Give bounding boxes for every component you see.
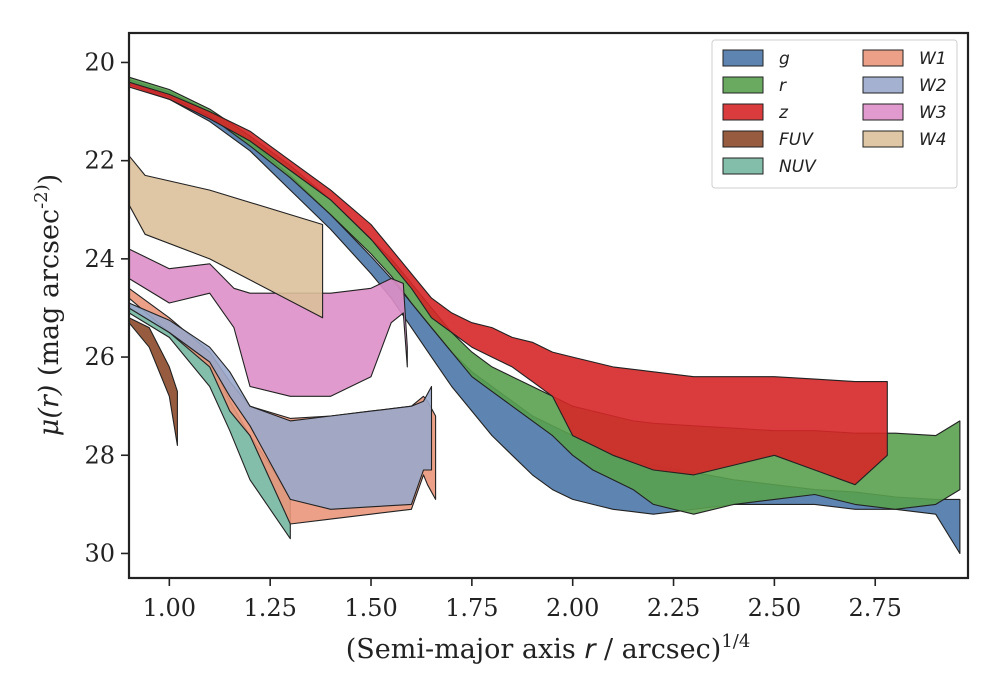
legend-label-w4: W4	[919, 130, 947, 150]
legend-swatch-nuv	[722, 157, 764, 175]
series-area-w3	[128, 248, 408, 397]
x-tick-label: 1.25	[243, 594, 296, 622]
legend-label-w2: W2	[919, 76, 947, 96]
y-tick-label: 24	[84, 245, 115, 273]
series-area-fuv	[128, 317, 178, 446]
series-layer	[128, 76, 961, 555]
x-tick-label: 2.75	[849, 594, 902, 622]
y-tick-label: 22	[84, 147, 115, 175]
legend-label-fuv: FUV	[779, 130, 814, 150]
legend-label-r: r	[779, 76, 787, 96]
y-tick-label: 26	[84, 343, 115, 371]
legend-swatch-fuv	[722, 130, 764, 148]
x-tick-label: 2.25	[647, 594, 700, 622]
legend-label-nuv: NUV	[779, 157, 817, 177]
legend-label-w3: W3	[919, 103, 947, 123]
legend-swatch-w2	[862, 76, 904, 94]
series-area-w2	[128, 302, 433, 510]
y-tick-label: 28	[84, 441, 115, 469]
legend-swatch-z	[722, 103, 764, 121]
legend: grz FUV NUV W1 W2 W3 W4	[711, 39, 958, 189]
legend-label-w1: W1	[919, 49, 947, 69]
legend-swatch-w1	[862, 49, 904, 67]
series-area-w4	[128, 155, 324, 319]
x-axis-ticks: 1.00 1.25 1.50 1.75 2.00 2.25 2.50 2.75	[143, 578, 902, 622]
y-axis-ticks: 20 22 24 26 28 30	[84, 48, 129, 567]
x-tick-label: 2.50	[748, 594, 801, 622]
x-tick-label: 1.75	[445, 594, 498, 622]
y-tick-label: 30	[84, 539, 115, 567]
x-tick-label: 1.00	[143, 594, 196, 622]
legend-swatch-w4	[862, 130, 904, 148]
legend-items: grz FUV NUV W1 W2 W3 W4	[722, 49, 947, 177]
legend-label-g: g	[779, 49, 790, 69]
x-axis-label: (Semi-major axis r / arcsec)1/4	[346, 631, 751, 665]
legend-swatch-g	[722, 49, 764, 67]
series-area-z	[128, 81, 888, 486]
y-tick-label: 20	[84, 48, 115, 76]
y-axis-label: μ(r) (mag arcsec-2))	[31, 174, 65, 436]
legend-swatch-r	[722, 76, 764, 94]
x-tick-label: 2.00	[546, 594, 599, 622]
plot-frame	[127, 31, 970, 580]
legend-swatch-w3	[862, 103, 904, 121]
x-tick-label: 1.50	[344, 594, 397, 622]
legend-label-z: z	[778, 103, 789, 123]
